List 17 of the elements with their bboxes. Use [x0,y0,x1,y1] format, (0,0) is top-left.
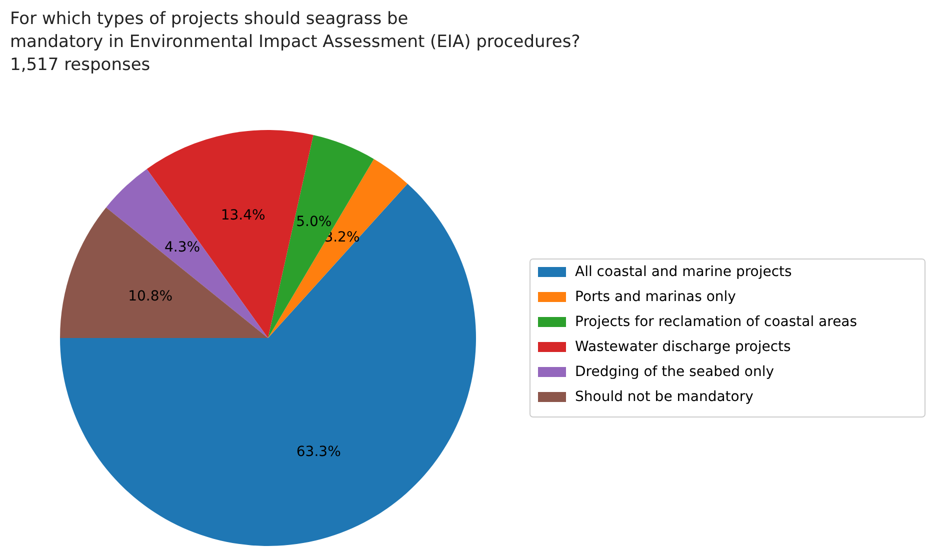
pie-slice [60,207,268,338]
data-label: 63.3% [296,444,341,460]
legend-label: Wastewater discharge projects [575,339,791,355]
legend-label: Ports and marinas only [575,289,736,305]
data-label: 4.3% [164,239,200,256]
legend-label: All coastal and marine projects [575,264,792,280]
legend-label: Should not be mandatory [575,389,754,405]
data-label: 13.4% [220,208,266,224]
pie-slice [268,158,408,338]
legend-label: Dredging of the seabed only [575,364,774,380]
data-label: 10.8% [128,288,173,304]
chart-title: For which types of projects should seagrass be mandatory in Environmental Impact Assessment (EIA) procedures? 1,517 responses [10,9,580,75]
data-label: 5.0% [296,214,332,230]
pie-slice [106,168,268,338]
pie-slice [268,135,374,338]
pie-slice [60,184,476,546]
legend-label: Projects for reclamation of coastal areas [575,314,858,330]
